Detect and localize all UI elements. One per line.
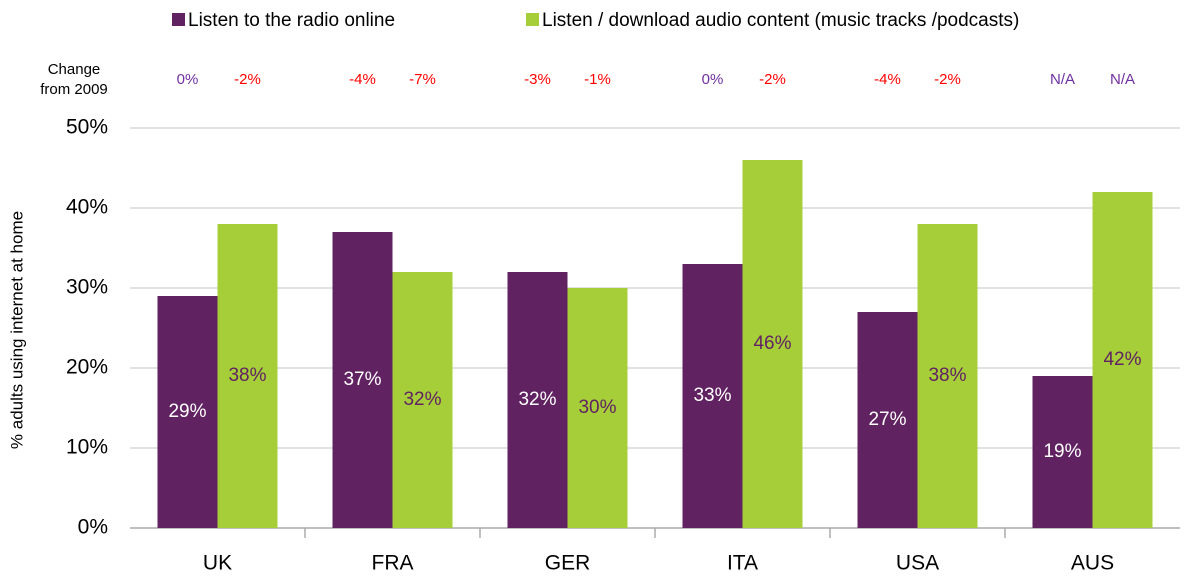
value-label: 29% [168, 401, 206, 422]
legend-swatch [526, 13, 539, 26]
value-label: 38% [228, 365, 266, 386]
legend-label: Listen / download audio content (music t… [542, 10, 1019, 31]
value-label: 42% [1103, 349, 1141, 370]
bar [217, 224, 278, 528]
y-tick-label: 30% [66, 276, 108, 299]
value-label: 37% [343, 369, 381, 390]
x-tick-label: UK [203, 552, 232, 575]
annotation-title: from 2009 [40, 81, 108, 98]
y-tick-label: 0% [78, 516, 108, 539]
y-tick-label: 10% [66, 436, 108, 459]
value-label: 19% [1043, 441, 1081, 462]
bar [392, 272, 453, 528]
bar [507, 272, 568, 528]
change-label: -2% [934, 71, 961, 88]
change-label: -2% [759, 71, 786, 88]
x-tick-label: USA [896, 552, 939, 575]
value-label: 32% [403, 389, 441, 410]
change-label: -4% [349, 71, 376, 88]
change-label: 0% [177, 71, 199, 88]
change-label: -1% [584, 71, 611, 88]
value-label: 30% [578, 397, 616, 418]
value-label: 27% [868, 409, 906, 430]
bar [567, 288, 628, 528]
change-label: 0% [702, 71, 724, 88]
x-tick-label: ITA [727, 552, 758, 575]
change-label: -2% [234, 71, 261, 88]
bar [742, 160, 803, 528]
value-label: 32% [518, 389, 556, 410]
change-label: N/A [1050, 71, 1075, 88]
y-tick-label: 20% [66, 356, 108, 379]
change-label: -7% [409, 71, 436, 88]
bar [157, 296, 218, 528]
bar [1092, 192, 1153, 528]
change-label: N/A [1110, 71, 1135, 88]
bar [917, 224, 978, 528]
value-label: 46% [753, 333, 791, 354]
annotation-title: Change [48, 61, 101, 78]
x-tick-label: AUS [1071, 552, 1114, 575]
value-label: 33% [693, 385, 731, 406]
bar [857, 312, 918, 528]
y-tick-label: 50% [66, 116, 108, 139]
legend-label: Listen to the radio online [188, 10, 395, 31]
y-axis-label: % adults using internet at home [7, 211, 26, 449]
legend-swatch [172, 13, 185, 26]
bar [332, 232, 393, 528]
bar [1032, 376, 1093, 528]
value-label: 38% [928, 365, 966, 386]
change-label: -4% [874, 71, 901, 88]
y-tick-label: 40% [66, 196, 108, 219]
bar [682, 264, 743, 528]
x-tick-label: FRA [372, 552, 414, 575]
x-tick-label: GER [545, 552, 591, 575]
change-label: -3% [524, 71, 551, 88]
